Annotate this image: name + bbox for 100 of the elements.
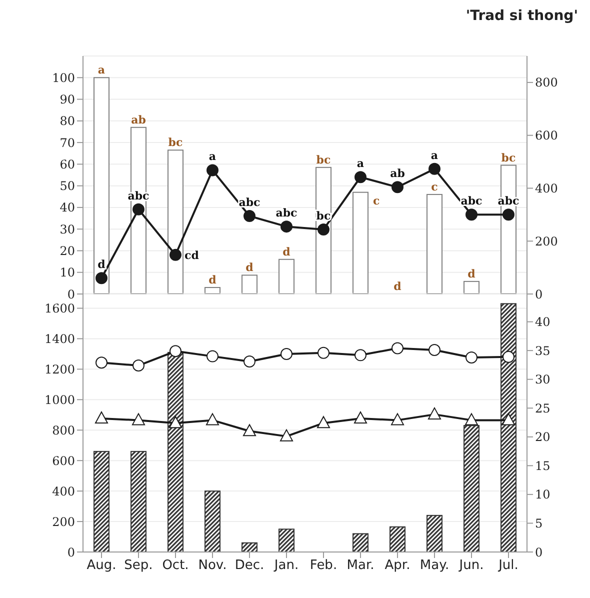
x-tick-label: Jul. (498, 558, 518, 574)
x-tick-label: Aug. (86, 558, 116, 574)
bar (352, 192, 368, 294)
y-tick-label: 1600 (44, 301, 75, 316)
bar (278, 528, 294, 552)
bar (168, 150, 184, 294)
y-tick-label: 90 (60, 92, 75, 107)
data-label: c (431, 180, 438, 194)
y-tick-label: 400 (52, 484, 75, 498)
point (280, 220, 292, 233)
y-tick-label: 200 (52, 514, 75, 529)
point (170, 345, 182, 358)
y-tick-label: 0 (67, 287, 75, 302)
bar (204, 490, 220, 552)
bar (390, 526, 406, 552)
data-label: cd (184, 248, 200, 262)
y2-tick-label: 30 (535, 372, 550, 387)
y2-tick-label: 15 (535, 458, 550, 473)
point (206, 164, 218, 176)
y2-tick-label: 400 (535, 181, 558, 196)
data-label: bc (501, 151, 516, 164)
point (132, 203, 144, 216)
y-tick-label: 100 (52, 70, 75, 85)
point (244, 210, 256, 222)
x-tick-label: Mar. (346, 558, 374, 574)
point (392, 181, 404, 194)
point (244, 355, 256, 368)
data-label: a (208, 150, 216, 164)
data-label: a (356, 157, 364, 170)
data-label: d (246, 261, 254, 274)
y-tick-label: 20 (60, 244, 75, 258)
y-tick-label: 40 (60, 200, 75, 215)
data-label: abc (498, 194, 520, 208)
y2-tick-label: 10 (535, 488, 550, 502)
data-label: ab (390, 167, 406, 180)
point (280, 348, 292, 360)
bar (278, 258, 294, 294)
y-tick-label: 800 (52, 423, 75, 438)
point (354, 171, 366, 184)
point (502, 208, 514, 221)
point (502, 413, 515, 426)
x-tick-label: Sep. (124, 558, 153, 574)
point (96, 272, 108, 284)
data-label: abc (460, 194, 483, 208)
point (354, 411, 367, 424)
y2-tick-label: 0 (535, 545, 543, 560)
y2-tick-label: 35 (535, 344, 550, 358)
y2-tick-label: 5 (535, 516, 543, 530)
data-label: d (208, 274, 217, 287)
point (170, 248, 182, 261)
point (243, 424, 256, 436)
data-label: bc (316, 153, 331, 166)
data-label: abc (128, 189, 150, 202)
point (132, 360, 144, 372)
point (318, 346, 330, 359)
data-label: abc (238, 196, 261, 209)
data-label: d (468, 267, 476, 280)
point (317, 416, 330, 428)
y2-tick-label: 800 (535, 76, 558, 90)
point (428, 162, 440, 175)
data-label: bc (168, 136, 183, 150)
point (428, 344, 440, 356)
point (206, 413, 219, 426)
x-tick-label: Apr. (384, 558, 410, 574)
bar (316, 166, 332, 294)
point (502, 350, 514, 363)
point (465, 413, 478, 426)
y-tick-label: 70 (60, 136, 75, 150)
bar (242, 274, 258, 294)
bar (130, 450, 146, 552)
point (392, 342, 404, 354)
bar (168, 352, 184, 552)
point (318, 223, 330, 236)
bar (204, 287, 220, 294)
point (428, 407, 441, 420)
y2-tick-label: 25 (535, 401, 550, 416)
x-tick-label: Jan. (273, 558, 299, 574)
data-label: c (373, 194, 380, 208)
y-tick-label: 10 (60, 266, 75, 280)
y-tick-label: 80 (60, 114, 75, 128)
point (96, 356, 108, 369)
y-tick-label: 30 (60, 222, 75, 236)
x-tick-label: Oct. (162, 558, 189, 574)
point (169, 416, 182, 428)
y-tick-label: 60 (60, 157, 75, 172)
data-label: a (98, 64, 106, 77)
point (206, 350, 218, 362)
x-tick-label: Jun. (458, 558, 484, 574)
data-label: ab (131, 113, 146, 126)
point (280, 429, 293, 442)
y2-tick-label: 200 (535, 234, 558, 248)
y-tick-label: 50 (60, 179, 75, 194)
y2-tick-label: 40 (535, 315, 550, 330)
data-label: d (394, 280, 402, 293)
point (466, 208, 478, 221)
point (95, 411, 108, 424)
data-label: abc (276, 206, 298, 220)
y-tick-label: 1400 (44, 332, 75, 346)
y-tick-label: 600 (52, 454, 75, 468)
y-tick-label: 1000 (44, 392, 75, 407)
